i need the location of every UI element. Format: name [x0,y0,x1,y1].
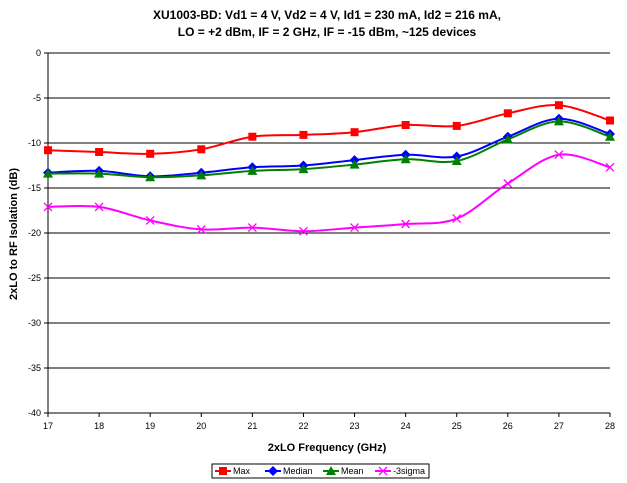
x-tick-label: 25 [452,421,462,431]
data-point-max [146,149,155,158]
data-point-3sigma [350,223,360,233]
legend-label-mean: Mean [341,466,364,476]
data-point-max [554,101,563,110]
series-3sigma [43,150,615,236]
data-point-mean [349,159,360,169]
data-point-3sigma [503,179,513,188]
chart-title: XU1003-BD: Vd1 = 4 V, Vd2 = 4 V, Id1 = 2… [153,8,501,22]
data-point-3sigma [145,215,155,225]
data-point-max [248,132,257,141]
y-tick-label: -35 [28,363,41,373]
x-tick-label: 21 [247,421,257,431]
data-point-max [452,121,461,130]
legend-label-median: Median [283,466,313,476]
legend-marker-median [268,466,278,476]
series-line-max [47,104,611,155]
data-point-3sigma [43,202,53,212]
data-point-mean [196,170,207,180]
series-max [44,101,614,158]
x-tick-label: 19 [145,421,155,431]
data-point-mean [94,168,105,178]
legend-marker-mean [326,466,336,475]
x-tick-label: 28 [605,421,615,431]
data-point-mean [400,154,411,164]
gridlines [48,52,610,369]
chart-subtitle: LO = +2 dBm, IF = 2 GHz, IF = -15 dBm, ~… [178,25,477,39]
y-tick-label: -15 [28,183,41,193]
data-point-mean [605,131,615,141]
x-axis-ticks: 17 18 19 20 21 22 23 24 25 26 27 28 [43,413,615,431]
data-point-max [197,145,206,154]
y-tick-label: -40 [28,408,41,418]
x-tick-label: 24 [401,421,411,431]
data-point-max [44,146,52,155]
legend-box [211,463,430,479]
y-tick-label: -10 [28,138,41,148]
y-axis-label: 2xLO to RF Isolation (dB) [8,168,20,300]
data-point-3sigma [401,219,411,229]
x-tick-label: 20 [196,421,206,431]
x-tick-label: 22 [298,421,308,431]
y-tick-label: -5 [33,93,41,103]
data-point-3sigma [196,224,206,234]
x-axis-label: 2xLO Frequency (GHz) [268,442,387,454]
x-tick-label: 26 [503,421,513,431]
legend: Max Median Mean -3sigma [211,463,430,479]
data-point-max [401,121,410,129]
data-point-mean [43,168,53,178]
x-tick-label: 18 [94,421,104,431]
data-point-mean [451,156,462,165]
data-point-max [606,116,614,125]
data-point-mean [247,165,258,175]
x-tick-label: 27 [554,421,564,431]
x-tick-label: 17 [43,421,53,431]
legend-label-max: Max [233,466,251,476]
data-point-max [95,148,104,156]
series-line-3sigma [47,153,611,233]
y-axis-ticks: 0 -5 -10 -15 -20 -25 -30 -35 -40 [28,48,48,418]
legend-marker-max [219,467,227,475]
y-tick-label: -30 [28,318,41,328]
y-tick-label: -25 [28,273,41,283]
x-tick-label: 23 [350,421,360,431]
data-point-mean [502,134,513,144]
data-point-3sigma [298,226,308,236]
data-point-3sigma [452,214,462,224]
data-point-mean [145,172,156,182]
data-point-max [503,109,512,118]
data-point-max [350,128,359,137]
data-point-3sigma [605,162,615,172]
data-point-3sigma [247,223,257,233]
data-point-3sigma [554,150,564,160]
series-layer [43,101,615,236]
series-mean [43,116,615,182]
data-point-3sigma [94,202,104,212]
data-point-max [299,130,308,139]
legend-label-3sigma: -3sigma [393,466,425,476]
series-line-mean [47,120,611,179]
y-tick-label: -20 [28,228,41,238]
y-tick-label: 0 [36,48,41,58]
legend-marker-3sigma [378,466,388,476]
series-median [43,113,615,182]
data-point-mean [553,116,564,126]
data-point-mean [298,164,309,174]
